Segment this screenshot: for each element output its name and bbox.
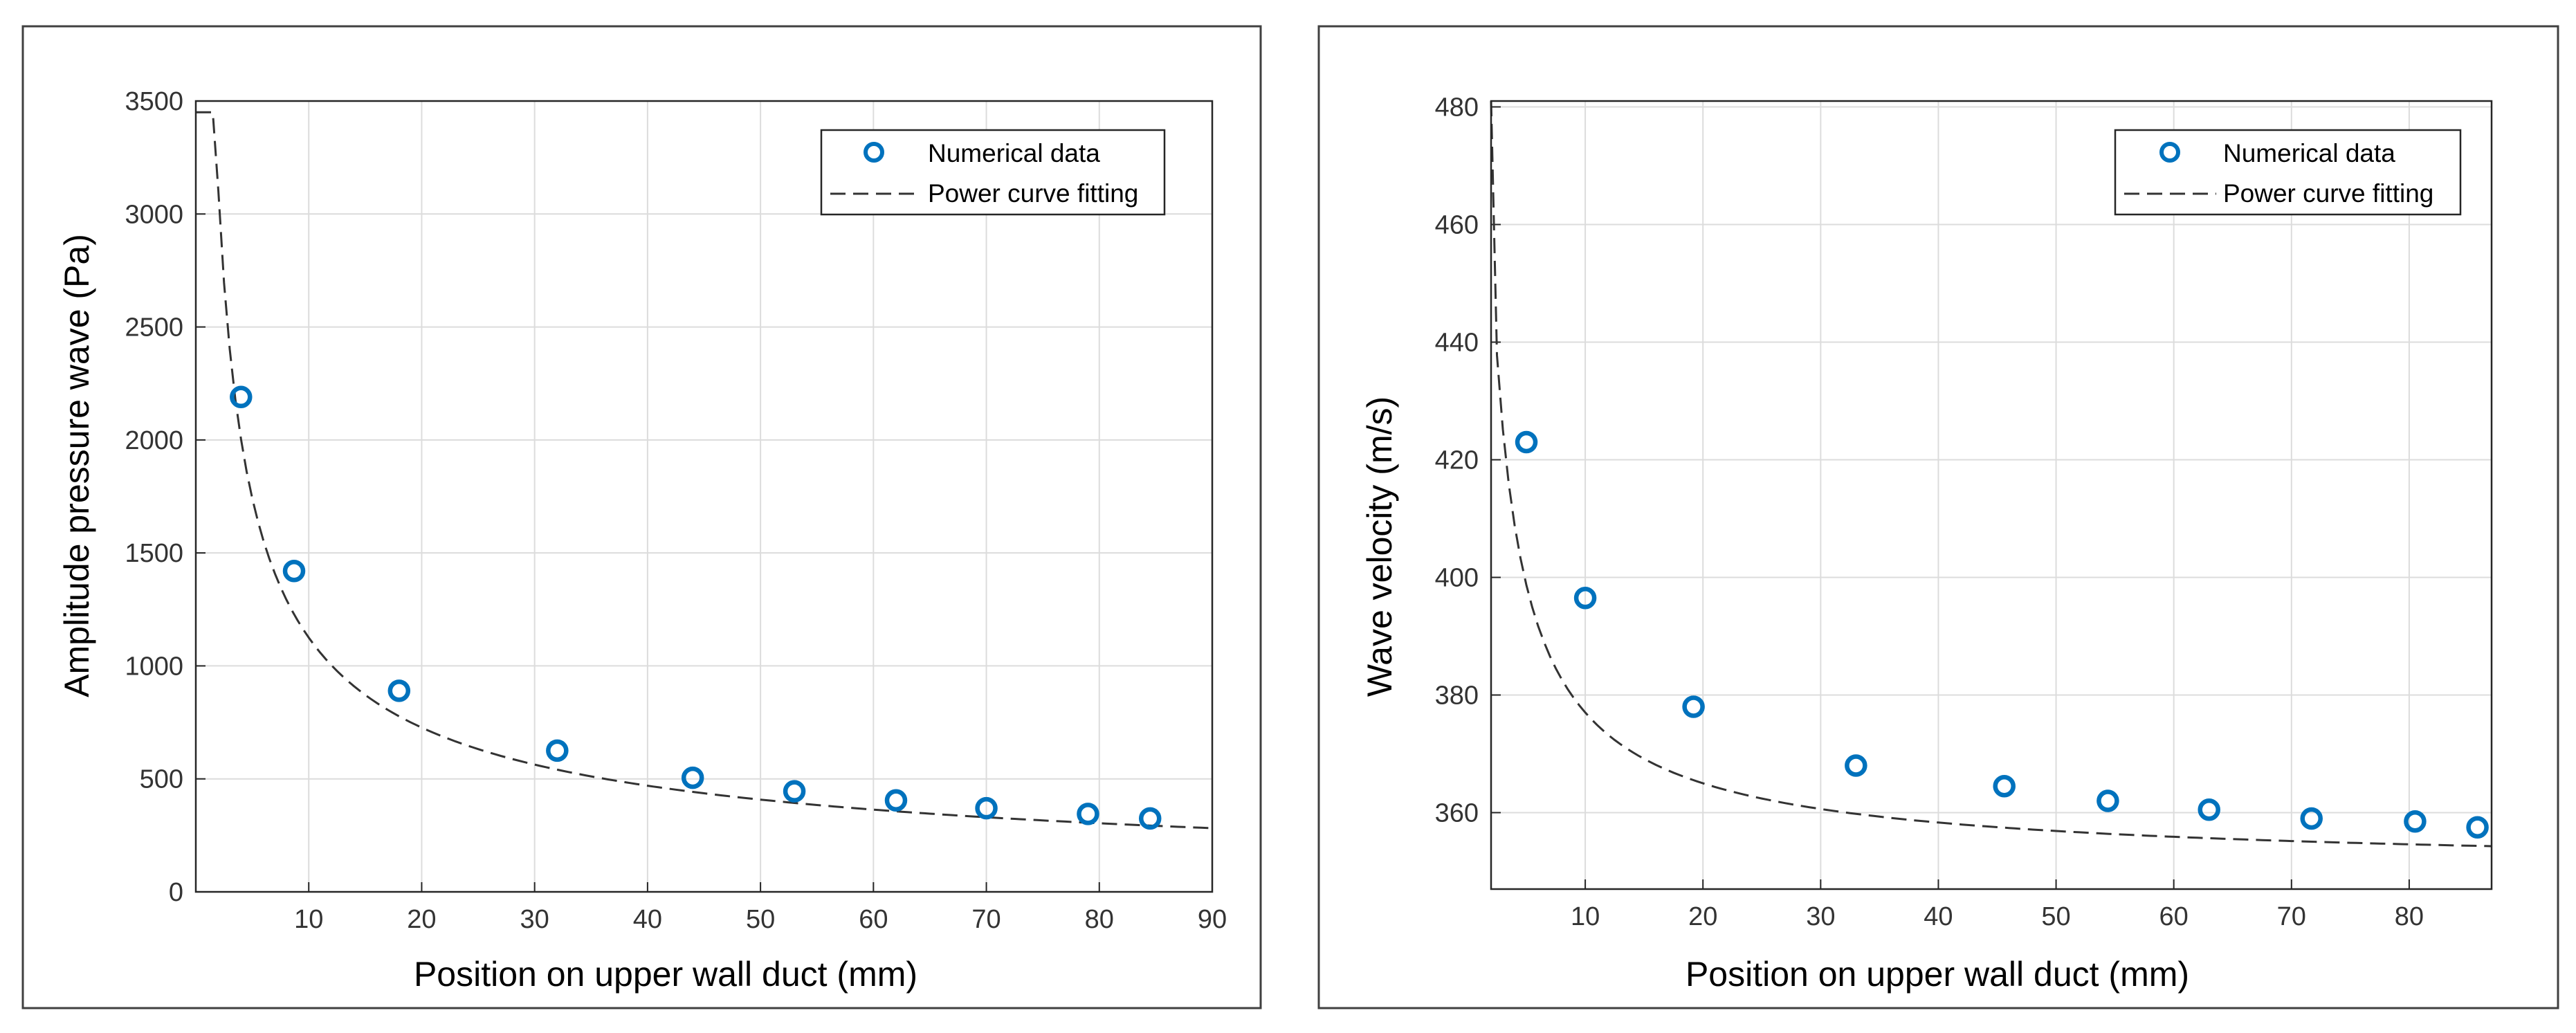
- chart-panel-velocity: 10 20 30 40 50 60 70 80 360 380 400 420 440 460 480 Po…: [1317, 25, 2559, 1009]
- y-axis-label: Amplitude pressure wave (Pa): [57, 234, 96, 697]
- y-tick-label: 380: [1435, 682, 1479, 711]
- data-point: [1993, 775, 2016, 798]
- plot-area: [196, 101, 1212, 892]
- x-tick-label: 20: [1688, 902, 1717, 931]
- x-tick-label: 20: [407, 905, 436, 934]
- x-tick-label: 50: [746, 905, 775, 934]
- data-point: [387, 679, 411, 702]
- data-point: [2300, 807, 2323, 830]
- x-tick-label: 30: [520, 905, 549, 934]
- data-point: [2198, 798, 2220, 821]
- y-tick-label: 3500: [125, 87, 183, 116]
- data-point: [1573, 587, 1597, 610]
- y-tick-label: 500: [140, 765, 183, 794]
- data-point: [783, 780, 806, 803]
- y-tick-label: 3000: [125, 200, 183, 229]
- axes-box: [1490, 100, 2493, 890]
- x-tick-label: 40: [633, 905, 662, 934]
- x-tick-label: 70: [2277, 902, 2306, 931]
- data-point: [1515, 430, 1538, 454]
- legend-label-numerical: Numerical data: [928, 139, 1100, 167]
- y-tick-label: 2000: [125, 426, 183, 455]
- legend-marker-icon: [2159, 142, 2180, 163]
- y-axis-label: Wave velocity (m/s): [1360, 396, 1399, 697]
- axes-box: [194, 100, 1214, 893]
- x-tick-label: 40: [1924, 902, 1953, 931]
- data-point: [1077, 803, 1099, 825]
- data-point: [546, 739, 569, 762]
- data-point: [884, 789, 908, 812]
- x-tick-label: 70: [971, 905, 1001, 934]
- x-axis-label: Position on upper wall duct (mm): [414, 955, 917, 994]
- data-point: [1845, 754, 1867, 777]
- x-tick-label: 80: [2395, 902, 2424, 931]
- data-point: [282, 560, 306, 583]
- x-tick-label: 60: [2159, 902, 2189, 931]
- data-point: [2466, 816, 2489, 839]
- y-tick-label: 440: [1435, 329, 1479, 358]
- legend-marker-icon: [864, 142, 884, 163]
- legend: Numerical data Power curve fitting: [820, 129, 1166, 216]
- data-point: [230, 385, 253, 409]
- y-tick-label: 460: [1435, 211, 1479, 240]
- chart-panel-amplitude: 10 20 30 40 50 60 70 80 90 0 500 1000 1500 2000 2500 30…: [21, 25, 1262, 1009]
- legend: Numerical data Power curve fitting: [2114, 129, 2462, 216]
- y-tick-label: 1500: [125, 539, 183, 568]
- x-tick-label: 80: [1085, 905, 1114, 934]
- x-tick-label: 90: [1198, 905, 1227, 934]
- legend-label-numerical: Numerical data: [2223, 139, 2395, 167]
- y-tick-label: 360: [1435, 799, 1479, 828]
- x-tick-label: 10: [1571, 902, 1600, 931]
- data-point: [2404, 810, 2427, 833]
- x-tick-label: 50: [2041, 902, 2070, 931]
- data-point: [1682, 695, 1705, 718]
- data-point: [2097, 789, 2119, 812]
- y-tick-label: 0: [169, 878, 183, 907]
- data-point: [681, 766, 704, 789]
- y-tick-label: 1000: [125, 652, 183, 681]
- x-tick-label: 60: [859, 905, 888, 934]
- legend-label-fit: Power curve fitting: [928, 179, 1138, 208]
- plot-area: [1491, 101, 2492, 889]
- fit-curve: [196, 111, 1213, 830]
- x-tick-label: 10: [294, 905, 323, 934]
- x-axis-label: Position on upper wall duct (mm): [1686, 955, 2189, 994]
- x-tick-label: 30: [1806, 902, 1835, 931]
- y-tick-label: 420: [1435, 446, 1479, 475]
- y-tick-label: 2500: [125, 313, 183, 342]
- fit-curve: [1490, 100, 2492, 848]
- y-tick-label: 400: [1435, 564, 1479, 593]
- data-point: [1138, 807, 1162, 830]
- legend-label-fit: Power curve fitting: [2223, 179, 2433, 208]
- data-point: [975, 796, 998, 820]
- y-tick-label: 480: [1435, 93, 1479, 122]
